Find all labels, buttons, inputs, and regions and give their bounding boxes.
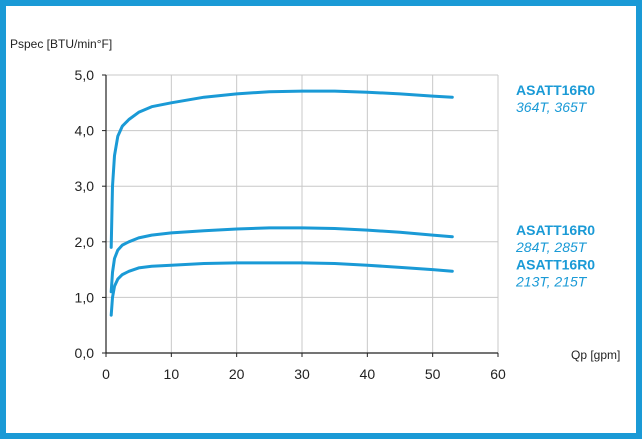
x-tick-label: 10 bbox=[164, 366, 180, 382]
y-tick-label: 1,0 bbox=[75, 289, 95, 305]
grid-lines bbox=[106, 74, 499, 353]
x-tick-label: 0 bbox=[102, 366, 110, 382]
x-tick-label: 30 bbox=[294, 366, 310, 382]
y-tick-label: 3,0 bbox=[75, 178, 95, 194]
axes bbox=[102, 74, 499, 357]
series-lines bbox=[109, 89, 454, 317]
y-axis-title: Pspec [BTU/min°F] bbox=[10, 37, 112, 51]
x-tick-label: 20 bbox=[229, 366, 245, 382]
y-tick-labels: 0,0 1,0 2,0 3,0 4,0 5,0 bbox=[75, 67, 95, 361]
y-tick-label: 0,0 bbox=[75, 345, 95, 361]
x-tick-label: 40 bbox=[360, 366, 376, 382]
series-name-3: ASATT16R0 bbox=[516, 256, 595, 272]
series-name-2: ASATT16R0 bbox=[516, 222, 595, 238]
y-tick-label: 4,0 bbox=[75, 123, 95, 139]
series-subtitle-3: 213T, 215T bbox=[515, 273, 588, 289]
series-line-3 bbox=[109, 261, 454, 317]
y-tick-label: 2,0 bbox=[75, 234, 95, 250]
x-tick-labels: 0 10 20 30 40 50 60 bbox=[102, 366, 506, 382]
x-tick-label: 50 bbox=[425, 366, 441, 382]
x-axis-title: Qp [gpm] bbox=[571, 348, 620, 362]
series-subtitle-2: 284T, 285T bbox=[515, 239, 588, 255]
series-name-1: ASATT16R0 bbox=[516, 82, 595, 98]
series-subtitle-1: 364T, 365T bbox=[516, 99, 588, 115]
series-line-2 bbox=[109, 226, 454, 294]
y-tick-label: 5,0 bbox=[75, 67, 95, 83]
series-line-1 bbox=[109, 89, 454, 249]
x-tick-label: 60 bbox=[490, 366, 506, 382]
